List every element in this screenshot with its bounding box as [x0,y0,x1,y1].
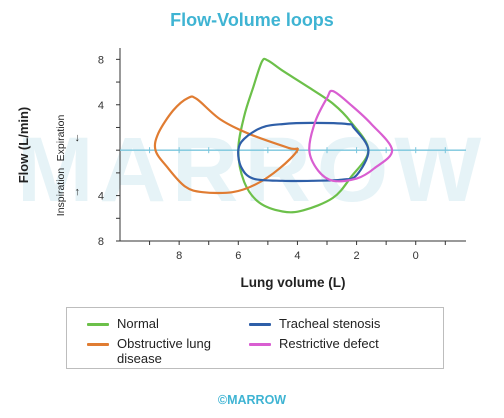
y-tick-label: 4 [98,191,104,203]
legend-swatch-restrictive [249,343,271,346]
legend-item-normal: Normal [87,316,159,331]
y-tick-label: 4 [98,100,104,112]
inspiration-label: Inspiration [55,168,67,217]
series-line-restrictive-defect [308,89,394,183]
series-line-obstructive-lung-disease [153,95,299,195]
footer-copyright: ©MARROW [217,393,287,407]
x-tick-label: 6 [235,250,241,262]
x-tick-label: 2 [354,250,360,262]
legend-item-obstructive: Obstructive lung disease [87,336,237,366]
legend-label-tracheal: Tracheal stenosis [279,316,381,331]
expiration-arrow: ← [70,133,82,144]
legend-label-normal: Normal [117,316,159,331]
legend-swatch-tracheal [249,323,271,326]
legend-label-obstructive: Obstructive lung disease [117,336,211,366]
inspiration-arrow: → [70,187,82,198]
legend-swatch-normal [87,323,109,326]
legend-swatch-obstructive [87,343,109,346]
x-tick-label: 4 [294,250,300,262]
x-tick-label: 8 [176,250,182,262]
x-tick-label: 0 [413,250,419,262]
chart-title: Flow-Volume loops [170,10,334,30]
legend-label-restrictive: Restrictive defect [279,336,379,351]
legend-item-restrictive: Restrictive defect [249,336,379,351]
y-tick-label: 8 [98,236,104,248]
expiration-label: Expiration [55,115,67,162]
series-line-tracheal-stenosis [237,121,370,183]
y-axis-title: Flow (L/min) [16,106,31,184]
x-axis-title: Lung volume (L) [240,275,346,290]
legend: Normal Obstructive lung disease Tracheal… [66,307,444,369]
y-tick-label: 8 [98,54,104,66]
legend-item-tracheal: Tracheal stenosis [249,316,380,331]
series-line-normal [237,57,370,214]
